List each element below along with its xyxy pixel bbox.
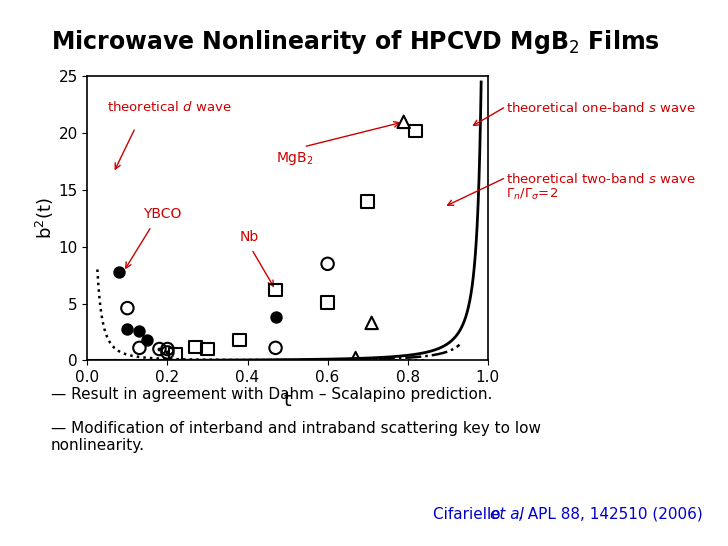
Text: , APL 88, 142510 (2006): , APL 88, 142510 (2006): [518, 507, 703, 521]
Text: Nb: Nb: [240, 230, 258, 244]
Point: [322, 298, 333, 307]
Text: theoretical one-band $s$ wave: theoretical one-band $s$ wave: [506, 101, 696, 115]
Y-axis label: b$^2$(t): b$^2$(t): [33, 198, 55, 239]
Point: [270, 286, 282, 294]
Point: [142, 336, 154, 345]
Point: [114, 268, 125, 276]
Text: MgB$_2$: MgB$_2$: [276, 150, 313, 167]
Point: [122, 304, 133, 312]
Point: [162, 345, 173, 353]
Point: [234, 336, 245, 345]
Point: [362, 197, 373, 206]
Text: — Modification of interband and intraband scattering key to low
nonlinearity.: — Modification of interband and intraban…: [51, 421, 541, 453]
Point: [270, 343, 282, 352]
Point: [322, 259, 333, 268]
Point: [398, 117, 410, 126]
Point: [270, 313, 282, 322]
Point: [350, 354, 362, 363]
Point: [170, 351, 181, 359]
Text: theoretical two-band $s$ wave: theoretical two-band $s$ wave: [506, 172, 695, 186]
Point: [154, 345, 165, 353]
Text: et al: et al: [490, 507, 524, 521]
Point: [162, 348, 173, 357]
Point: [122, 324, 133, 333]
X-axis label: t: t: [284, 390, 291, 410]
Point: [154, 345, 165, 353]
Text: Microwave Nonlinearity of HPCVD MgB$_2$ Films: Microwave Nonlinearity of HPCVD MgB$_2$ …: [51, 28, 660, 56]
Text: YBCO: YBCO: [143, 207, 182, 221]
Text: $\Gamma_n$/$\Gamma_\sigma$=2: $\Gamma_n$/$\Gamma_\sigma$=2: [506, 187, 558, 202]
Point: [202, 345, 213, 353]
Point: [134, 327, 146, 335]
Text: Cifariello: Cifariello: [433, 507, 506, 521]
Point: [162, 348, 173, 357]
Point: [410, 127, 422, 135]
Text: — Result in agreement with Dahm – Scalapino prediction.: — Result in agreement with Dahm – Scalap…: [51, 387, 492, 401]
Text: theoretical $d$ wave: theoretical $d$ wave: [108, 99, 232, 114]
Point: [366, 318, 378, 327]
Point: [134, 343, 146, 352]
Point: [190, 342, 202, 351]
